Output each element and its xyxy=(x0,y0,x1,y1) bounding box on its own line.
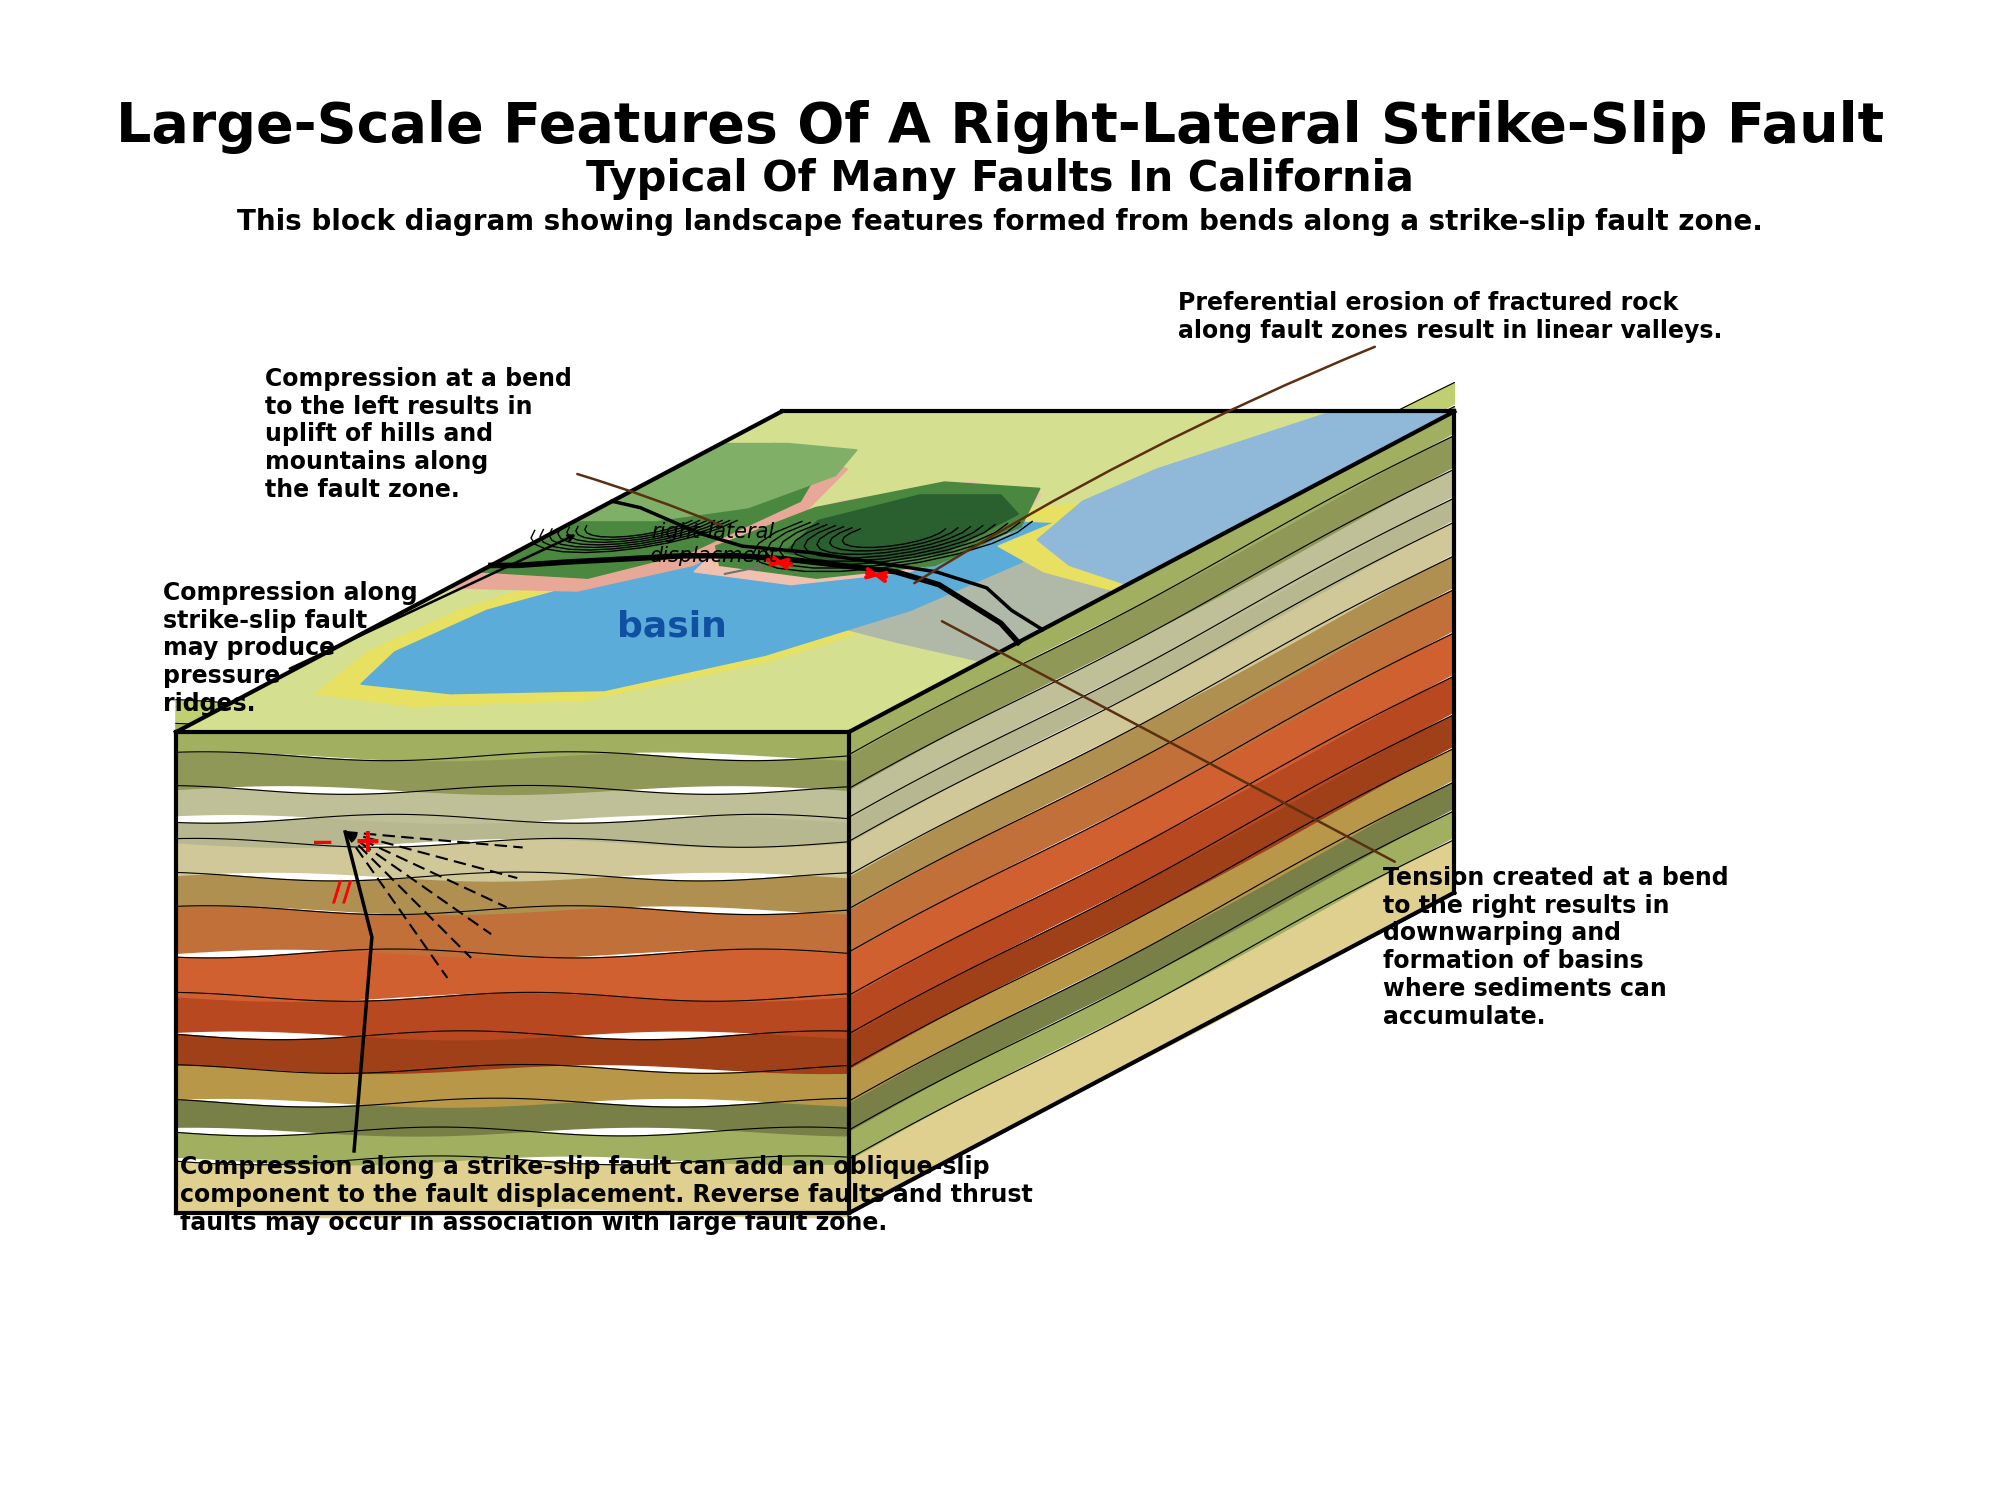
Polygon shape xyxy=(176,1156,848,1218)
Polygon shape xyxy=(848,748,1454,1102)
Polygon shape xyxy=(448,450,848,591)
Polygon shape xyxy=(848,522,1454,876)
Polygon shape xyxy=(1038,411,1454,585)
Text: basin: basin xyxy=(616,609,726,644)
Polygon shape xyxy=(848,782,1454,1131)
Polygon shape xyxy=(694,482,1042,585)
Polygon shape xyxy=(848,435,1454,790)
Polygon shape xyxy=(848,382,1454,728)
Polygon shape xyxy=(360,520,1054,693)
Polygon shape xyxy=(176,1126,848,1166)
Polygon shape xyxy=(478,444,826,578)
Text: Tension created at a bend
to the right results in
downwarping and
formation of b: Tension created at a bend to the right r… xyxy=(942,621,1728,1029)
Text: Compression along
strike-slip fault
may produce
pressure
ridges.: Compression along strike-slip fault may … xyxy=(162,580,418,716)
Text: right-lateral
displacment: right-lateral displacment xyxy=(650,522,776,566)
Polygon shape xyxy=(176,871,848,915)
Polygon shape xyxy=(176,723,848,760)
Polygon shape xyxy=(176,993,848,1039)
Polygon shape xyxy=(176,786,848,824)
Polygon shape xyxy=(848,714,1454,1070)
Polygon shape xyxy=(176,1030,848,1074)
Polygon shape xyxy=(576,444,858,520)
Polygon shape xyxy=(176,1065,848,1107)
Polygon shape xyxy=(1038,411,1454,585)
Polygon shape xyxy=(316,501,1112,706)
Polygon shape xyxy=(848,470,1454,819)
Polygon shape xyxy=(848,498,1454,843)
Polygon shape xyxy=(176,699,848,732)
Text: Large-Scale Features Of A Right-Lateral Strike-Slip Fault: Large-Scale Features Of A Right-Lateral … xyxy=(116,99,1884,153)
Polygon shape xyxy=(176,839,848,880)
Polygon shape xyxy=(176,950,848,1000)
Text: Compression along a strike-slip fault can add an oblique-slip
component to the f: Compression along a strike-slip fault ca… xyxy=(180,1155,1034,1234)
Polygon shape xyxy=(848,676,1454,1035)
Polygon shape xyxy=(848,812,1454,1161)
Text: Compression at a bend
to the left results in
uplift of hills and
mountains along: Compression at a bend to the left result… xyxy=(264,368,722,526)
Text: This block diagram showing landscape features formed from bends along a strike-s: This block diagram showing landscape fea… xyxy=(238,209,1762,237)
Text: //: // xyxy=(332,879,352,906)
Polygon shape xyxy=(848,406,1454,756)
Polygon shape xyxy=(848,840,1454,1214)
Polygon shape xyxy=(998,520,1152,591)
Text: +: + xyxy=(354,827,382,860)
Text: Typical Of Many Faults In California: Typical Of Many Faults In California xyxy=(586,158,1414,200)
Polygon shape xyxy=(848,590,1454,954)
Polygon shape xyxy=(176,411,1454,732)
Polygon shape xyxy=(176,752,848,795)
Polygon shape xyxy=(848,633,1454,998)
Polygon shape xyxy=(716,482,1040,578)
Polygon shape xyxy=(798,546,1128,662)
Text: −: − xyxy=(312,828,334,856)
Text: Preferential erosion of fractured rock
along fault zones result in linear valley: Preferential erosion of fractured rock a… xyxy=(914,291,1722,584)
Polygon shape xyxy=(848,556,1454,910)
Polygon shape xyxy=(176,815,848,848)
Polygon shape xyxy=(176,906,848,958)
Polygon shape xyxy=(176,1098,848,1136)
Polygon shape xyxy=(784,495,1018,566)
